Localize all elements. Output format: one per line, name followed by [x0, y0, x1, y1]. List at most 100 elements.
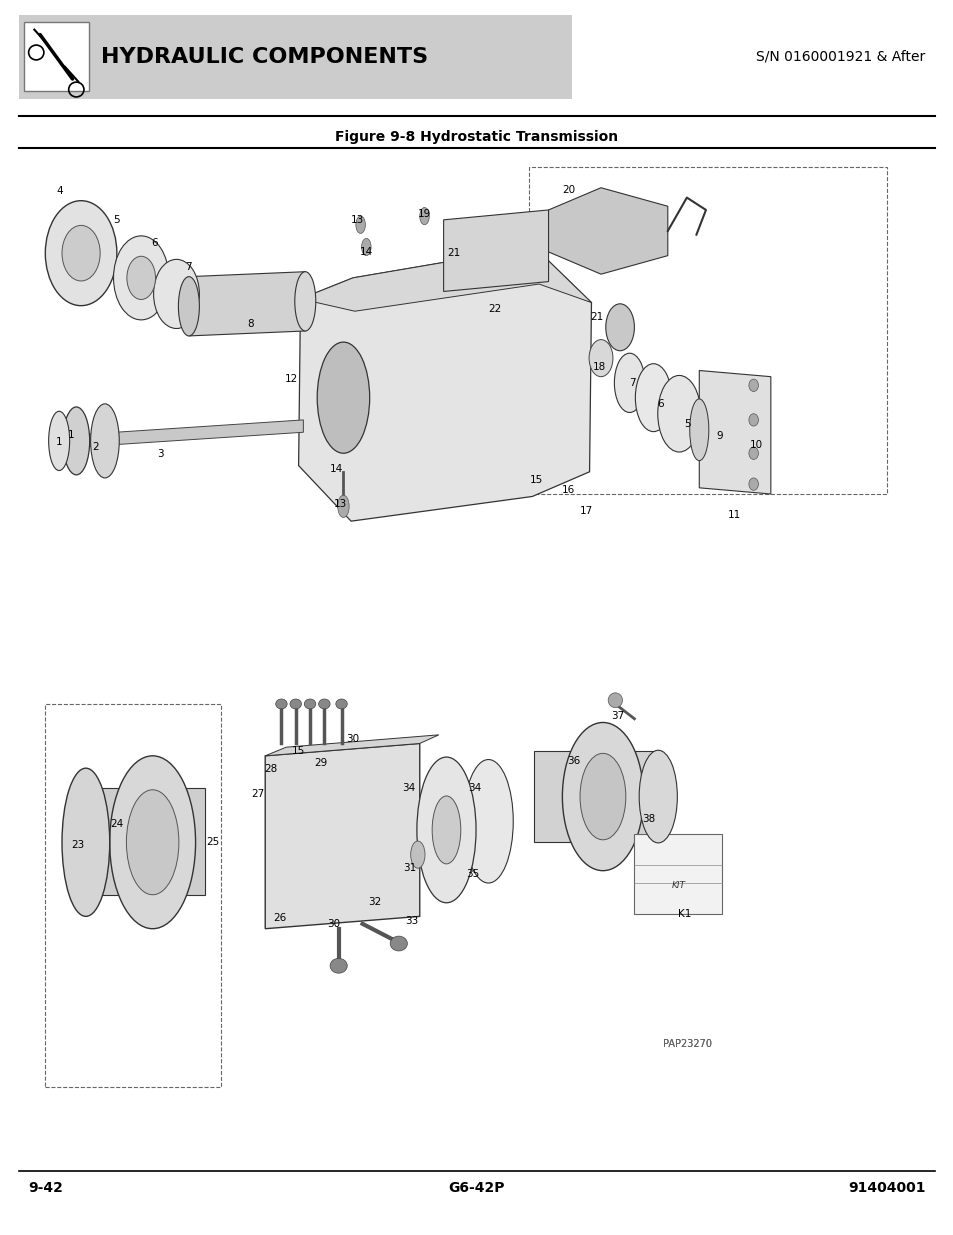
Text: 21: 21 — [447, 248, 460, 258]
Ellipse shape — [304, 699, 315, 709]
Text: 19: 19 — [417, 209, 431, 219]
Text: 8: 8 — [248, 319, 253, 329]
Ellipse shape — [337, 495, 349, 517]
Ellipse shape — [290, 699, 301, 709]
Text: 27: 27 — [251, 789, 264, 799]
Text: 28: 28 — [264, 764, 277, 774]
Text: 31: 31 — [403, 863, 416, 873]
Ellipse shape — [657, 375, 700, 452]
Ellipse shape — [62, 768, 110, 916]
Ellipse shape — [361, 238, 371, 256]
Ellipse shape — [689, 399, 708, 461]
Text: 30: 30 — [346, 734, 359, 743]
Polygon shape — [265, 735, 438, 756]
Ellipse shape — [62, 225, 100, 282]
Polygon shape — [298, 247, 591, 521]
Text: 35: 35 — [466, 869, 479, 879]
Text: 14: 14 — [330, 464, 343, 474]
Bar — [19, 15, 572, 99]
Text: 37: 37 — [611, 711, 624, 721]
Text: 34: 34 — [468, 783, 481, 793]
Text: 34: 34 — [401, 783, 415, 793]
Bar — [45, 704, 221, 1087]
Text: 21: 21 — [590, 312, 603, 322]
Text: 32: 32 — [368, 897, 381, 906]
Polygon shape — [78, 420, 303, 447]
Polygon shape — [548, 188, 667, 274]
Text: 36: 36 — [566, 756, 579, 766]
Text: 13: 13 — [334, 499, 347, 509]
Ellipse shape — [419, 207, 429, 225]
Text: 6: 6 — [657, 399, 662, 409]
Text: 9: 9 — [716, 431, 721, 441]
Ellipse shape — [635, 363, 671, 431]
Polygon shape — [91, 788, 205, 895]
Text: 20: 20 — [561, 185, 575, 195]
Text: 7: 7 — [629, 378, 635, 388]
Ellipse shape — [110, 756, 195, 929]
Ellipse shape — [127, 257, 155, 300]
Text: 23: 23 — [71, 840, 85, 850]
Text: 15: 15 — [529, 475, 542, 485]
Text: 14: 14 — [359, 247, 373, 257]
Polygon shape — [189, 272, 305, 336]
Ellipse shape — [748, 414, 758, 426]
Text: Figure 9-8 Hydrostatic Transmission: Figure 9-8 Hydrostatic Transmission — [335, 130, 618, 143]
Text: 1: 1 — [56, 437, 62, 447]
Text: 10: 10 — [749, 440, 762, 450]
Ellipse shape — [605, 304, 634, 351]
Text: 1: 1 — [69, 430, 74, 440]
Text: 2: 2 — [92, 442, 98, 452]
Text: 30: 30 — [327, 919, 340, 929]
Text: S/N 0160001921 & After: S/N 0160001921 & After — [756, 49, 924, 64]
Text: 15: 15 — [292, 746, 305, 756]
Ellipse shape — [318, 699, 330, 709]
Text: 22: 22 — [488, 304, 501, 314]
Ellipse shape — [639, 751, 677, 844]
Ellipse shape — [748, 478, 758, 490]
Text: PAP23270: PAP23270 — [662, 1039, 711, 1049]
Text: 4: 4 — [57, 186, 63, 196]
Text: K1: K1 — [678, 909, 691, 919]
Bar — [24, 22, 89, 91]
Text: G6-42P: G6-42P — [448, 1181, 505, 1195]
Polygon shape — [699, 370, 770, 494]
Ellipse shape — [748, 447, 758, 459]
Text: HYDRAULIC COMPONENTS: HYDRAULIC COMPONENTS — [101, 47, 428, 67]
Ellipse shape — [49, 411, 70, 471]
Text: 3: 3 — [157, 450, 163, 459]
Text: 17: 17 — [579, 506, 593, 516]
Polygon shape — [534, 751, 658, 842]
Polygon shape — [443, 210, 548, 291]
Ellipse shape — [463, 760, 513, 883]
Ellipse shape — [330, 958, 347, 973]
Text: 29: 29 — [314, 758, 327, 768]
Polygon shape — [265, 743, 419, 929]
Text: 26: 26 — [273, 913, 286, 923]
Ellipse shape — [355, 216, 365, 233]
Ellipse shape — [126, 790, 179, 894]
Ellipse shape — [416, 757, 476, 903]
Polygon shape — [300, 247, 591, 311]
Text: PAP23270: PAP23270 — [662, 1039, 711, 1049]
Text: 9-42: 9-42 — [29, 1181, 64, 1195]
Ellipse shape — [335, 699, 347, 709]
Text: 24: 24 — [111, 819, 124, 829]
Ellipse shape — [316, 342, 369, 453]
Ellipse shape — [294, 272, 315, 331]
Bar — [634, 834, 721, 914]
Ellipse shape — [113, 236, 169, 320]
Ellipse shape — [91, 404, 119, 478]
Text: 6: 6 — [152, 238, 157, 248]
Ellipse shape — [390, 936, 407, 951]
Text: 11: 11 — [727, 510, 740, 520]
Ellipse shape — [589, 340, 612, 377]
Text: 91404001: 91404001 — [847, 1181, 924, 1195]
Bar — [529, 167, 886, 494]
Ellipse shape — [275, 699, 287, 709]
Text: 16: 16 — [561, 485, 575, 495]
Text: 5: 5 — [113, 215, 119, 225]
Ellipse shape — [614, 353, 644, 412]
Ellipse shape — [561, 722, 642, 871]
Text: 18: 18 — [592, 362, 605, 372]
